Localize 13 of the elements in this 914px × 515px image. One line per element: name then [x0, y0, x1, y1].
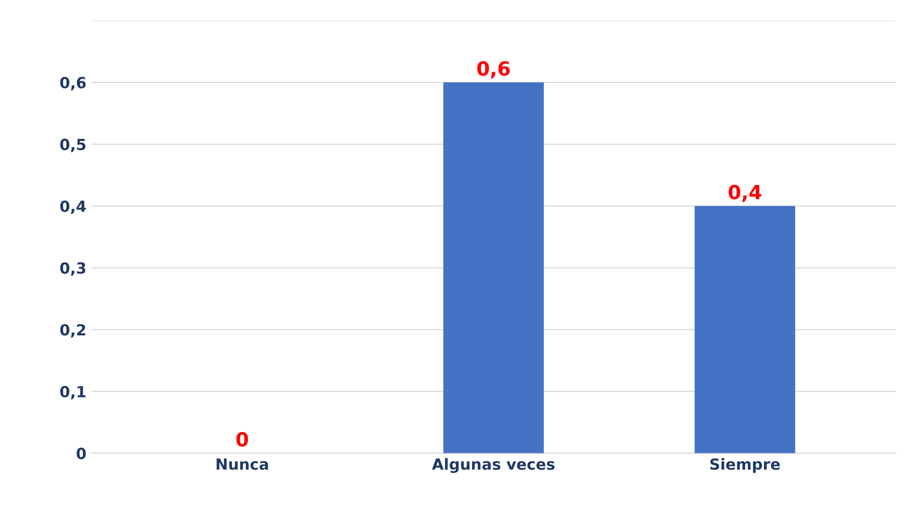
y-tick-label: 0,2 — [60, 324, 86, 338]
y-tick-label: 0,4 — [60, 200, 86, 214]
y-tick-label: 0 — [76, 448, 86, 460]
x-tick-label: Nunca — [216, 458, 268, 470]
y-tick-label: 0,5 — [60, 138, 86, 152]
data-label: 0 — [236, 432, 248, 447]
y-tick-label: 0,6 — [60, 76, 86, 90]
data-label: 0,6 — [477, 61, 510, 78]
data-label: 0,4 — [728, 184, 762, 202]
y-tick-label: 0,1 — [60, 386, 86, 400]
x-tick-label: Algunas veces — [432, 458, 554, 473]
x-tick-label: Siempre — [710, 458, 780, 473]
y-tick-label: 0,3 — [60, 262, 86, 276]
